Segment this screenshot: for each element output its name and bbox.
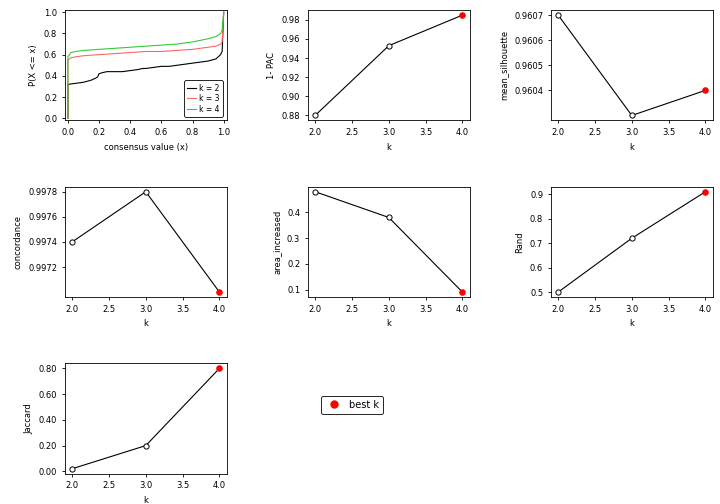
- Point: [626, 111, 638, 119]
- Legend: best k: best k: [321, 396, 383, 414]
- Point: [456, 288, 468, 296]
- Y-axis label: 1- PAC: 1- PAC: [267, 52, 276, 79]
- Point: [552, 288, 564, 296]
- Y-axis label: P(X <= x): P(X <= x): [30, 44, 38, 86]
- Point: [214, 288, 225, 296]
- X-axis label: k: k: [629, 320, 634, 328]
- Point: [383, 42, 395, 50]
- X-axis label: k: k: [143, 320, 148, 328]
- Legend: k = 2, k = 3, k = 4: k = 2, k = 3, k = 4: [184, 81, 223, 116]
- Point: [140, 442, 152, 450]
- Point: [310, 111, 321, 119]
- Point: [383, 213, 395, 221]
- Point: [700, 86, 711, 94]
- Point: [456, 11, 468, 19]
- Y-axis label: mean_silhouette: mean_silhouette: [500, 30, 508, 100]
- Point: [140, 187, 152, 196]
- X-axis label: consensus value (x): consensus value (x): [104, 143, 188, 152]
- Point: [214, 364, 225, 372]
- Point: [626, 234, 638, 242]
- Y-axis label: Rand: Rand: [516, 231, 524, 253]
- Point: [552, 11, 564, 19]
- X-axis label: k: k: [387, 320, 391, 328]
- Point: [66, 465, 78, 473]
- Y-axis label: concordance: concordance: [14, 215, 22, 269]
- Point: [310, 187, 321, 196]
- Point: [700, 187, 711, 196]
- X-axis label: k: k: [143, 496, 148, 504]
- Point: [66, 238, 78, 246]
- Y-axis label: Jaccard: Jaccard: [24, 403, 33, 434]
- X-axis label: k: k: [629, 143, 634, 152]
- X-axis label: k: k: [387, 143, 391, 152]
- Y-axis label: area_increased: area_increased: [272, 210, 282, 274]
